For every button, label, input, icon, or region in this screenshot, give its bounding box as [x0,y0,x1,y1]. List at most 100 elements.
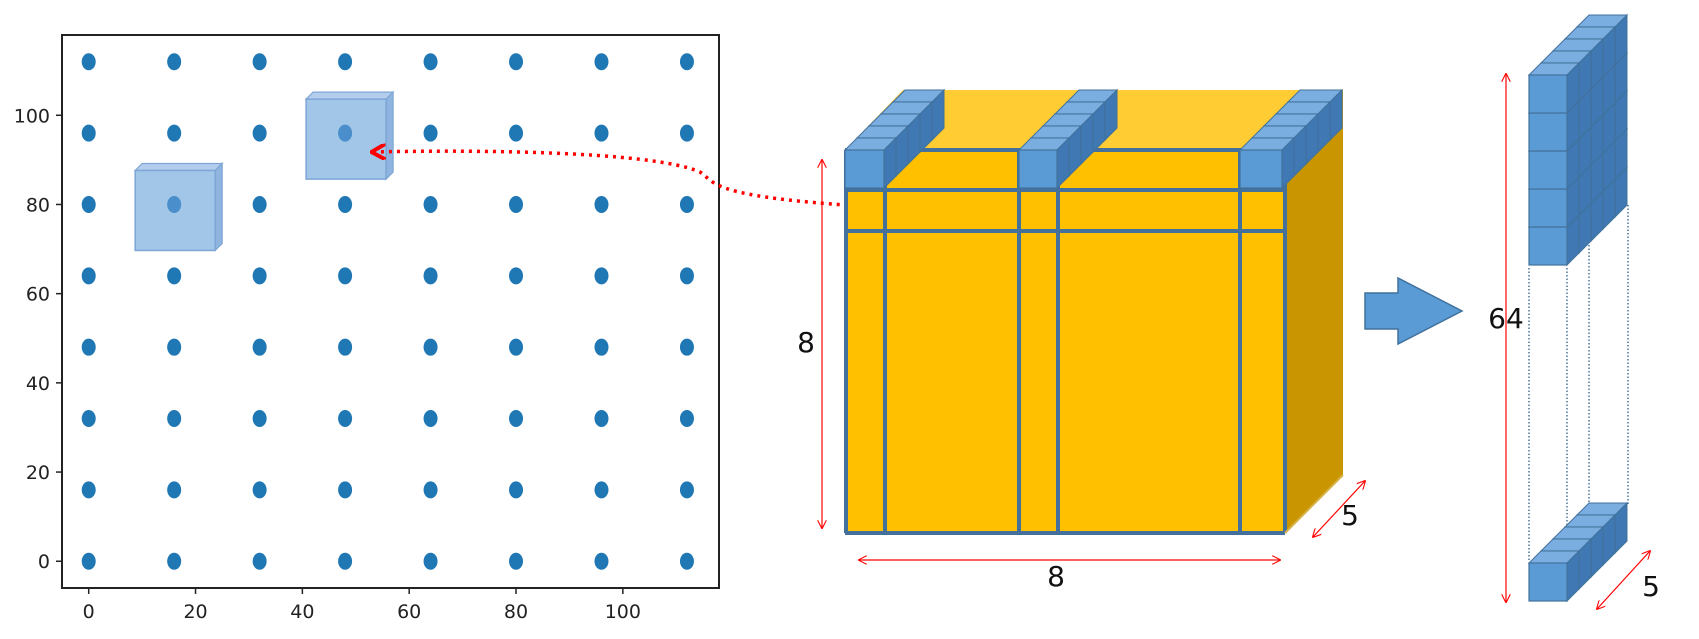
scatter-point [81,338,96,356]
scatter-point [252,552,267,570]
x-tick-label: 80 [504,601,528,623]
highlight-cube [304,90,395,181]
scatter-point [338,195,353,213]
output-stack-top [1527,13,1629,267]
y-tick-label: 80 [26,194,50,216]
scatter-point [679,552,694,570]
scatter-point [423,195,438,213]
highlighted-point [167,195,182,213]
scatter-point [423,552,438,570]
y-tick-label: 40 [26,373,50,395]
feature-tensor [843,88,1344,535]
transform-arrow [1364,276,1464,346]
scatter-point [81,124,96,142]
scatter-point [594,53,609,71]
tensor-dimensions: 8 8 5 [797,160,1365,593]
scatter-point [338,481,353,499]
tensor-side-face [1285,90,1343,533]
output-stack: 64 5 [1488,13,1660,609]
x-tick-label: 0 [83,601,95,623]
tensor-depth-line [1313,481,1365,537]
output-height-label: 64 [1488,302,1524,335]
scatter-point [679,124,694,142]
scatter-point [423,481,438,499]
scatter-point [594,267,609,285]
tensor-column-cube [843,136,898,190]
scatter-point [81,53,96,71]
scatter-point [252,481,267,499]
scatter-point [252,124,267,142]
scatter-point [338,552,353,570]
x-tick-label: 100 [605,601,641,623]
scatter-point [423,53,438,71]
scatter-point [81,552,96,570]
scatter-point [338,53,353,71]
tensor-top-columns [843,88,1344,190]
stack-continuation-lines [1528,205,1629,562]
scatter-point [423,124,438,142]
tensor-height-label: 8 [797,326,815,359]
scatter-point [594,552,609,570]
tensor-depth-label: 5 [1341,499,1359,532]
scatter-point [252,53,267,71]
output-depth-label: 5 [1642,570,1660,603]
scatter-point [679,410,694,428]
tensor-column-cube [1238,136,1296,190]
tensor-front-face [845,150,1285,533]
scatter-point [679,338,694,356]
scatter-point [167,267,182,285]
scatter-point [509,552,524,570]
scatter-point [252,267,267,285]
scatter-point [81,481,96,499]
scatter-point [594,481,609,499]
x-tick-label: 20 [183,601,207,623]
scatter-point [338,338,353,356]
y-tick-label: 20 [26,462,50,484]
scatter-point [679,481,694,499]
scatter-points [81,53,694,570]
scatter-point [81,195,96,213]
scatter-point [679,267,694,285]
scatter-point [338,267,353,285]
scatter-point [81,410,96,428]
tensor-width-label: 8 [1047,560,1065,593]
highlighted-point [338,124,353,142]
scatter-point [81,267,96,285]
scatter-point [252,410,267,428]
scatter-point [594,124,609,142]
scatter-point [167,53,182,71]
scatter-point [509,267,524,285]
scatter-point [509,481,524,499]
scatter-point [509,338,524,356]
scatter-point [167,124,182,142]
x-axis: 0 20 40 60 80 100 [83,588,641,623]
scatter-point [167,552,182,570]
scatter-point [252,195,267,213]
scatter-point [509,195,524,213]
scatter-point [252,338,267,356]
scatter-chart: 0 20 40 60 80 100 0 20 40 60 80 100 [14,34,720,623]
scatter-point [423,267,438,285]
scatter-point [167,410,182,428]
scatter-point [594,195,609,213]
output-cube [1527,61,1581,115]
x-tick-label: 60 [397,601,421,623]
correspondence-connector [373,151,1040,213]
y-tick-label: 0 [38,551,50,573]
x-tick-label: 40 [290,601,314,623]
scatter-point [594,410,609,428]
y-axis: 0 20 40 60 80 100 [14,105,62,573]
tensor-column-cube [1017,136,1071,190]
output-stack-bottom [1527,501,1629,603]
scatter-point [338,410,353,428]
scatter-point [423,410,438,428]
y-tick-label: 60 [26,284,50,306]
scatter-point [509,410,524,428]
scatter-point [167,481,182,499]
scatter-point [509,124,524,142]
scatter-point [679,195,694,213]
scatter-point [423,338,438,356]
output-cube [1527,549,1581,603]
scatter-point [167,338,182,356]
